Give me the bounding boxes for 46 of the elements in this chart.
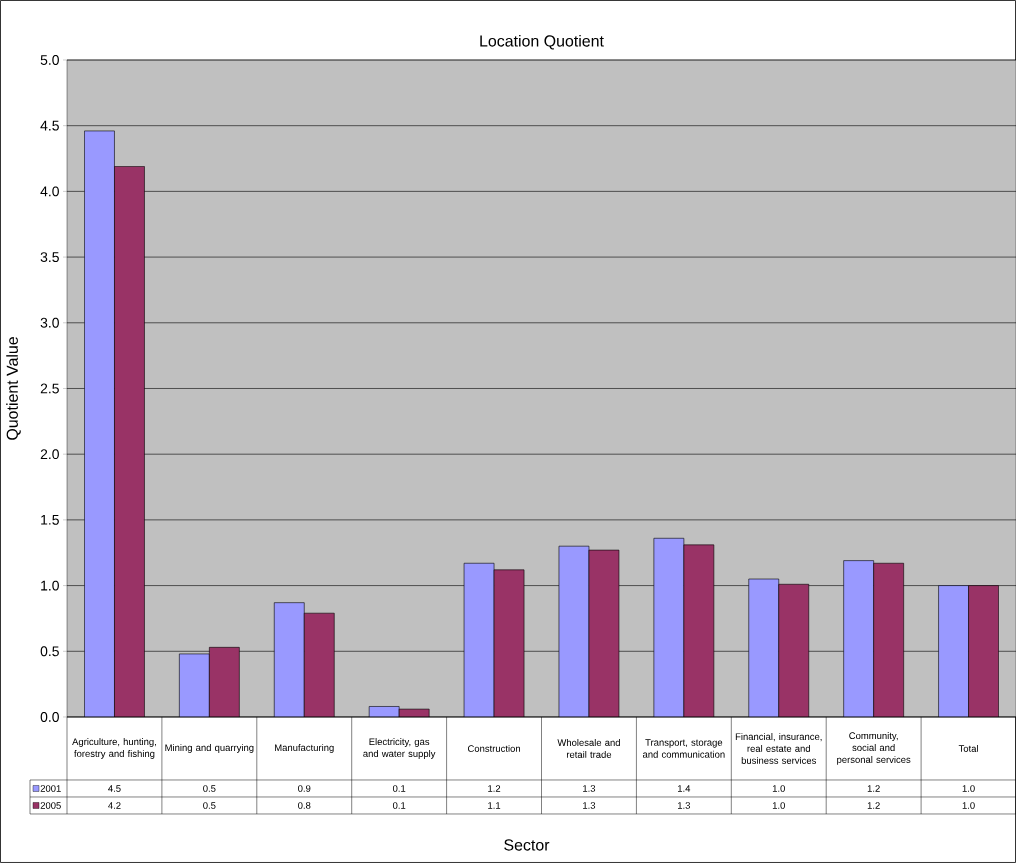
data-label: 1.2 [867,785,880,792]
y-tick-label: 5.0 [40,55,59,65]
data-label: 0.5 [203,785,216,792]
data-label: 0.1 [392,802,406,809]
x-tick-label: Electricity, gas and water supply [363,738,436,759]
y-tick-label: 3.5 [40,252,59,263]
data-label: 0.5 [203,802,216,809]
data-label: 1.0 [772,802,785,809]
data-label: 0.8 [298,802,311,809]
y-tick-label: 1.5 [41,515,59,525]
data-label: 1.2 [867,802,880,809]
y-tick-label: 4.0 [40,186,59,197]
data-label: 1.0 [962,785,975,792]
data-label: 1.3 [677,802,691,809]
y-tick-label: 1.0 [41,580,59,591]
y-tick-label: 2.0 [40,449,59,460]
x-tick-label: Mining and quarrying [165,744,254,753]
legend-label: 2001 [40,785,61,792]
data-label: 1.4 [677,785,691,792]
x-tick-label: Transport, storage and communication [642,739,725,758]
data-label: 1.3 [583,802,596,809]
y-tick-label: 3.0 [40,317,59,328]
data-label: 4.5 [108,785,121,792]
x-tick-label: Financial, insurance, real estate and business services [735,733,822,764]
x-tick-label: Total [958,745,978,752]
data-label: 1.0 [962,802,975,809]
data-label: 1.0 [772,785,785,792]
x-tick-label: Manufacturing [275,744,334,753]
chart-title: Location Quotient [480,34,604,50]
data-label: 4.2 [108,802,121,809]
x-axis-title: Sector [504,839,550,851]
y-tick-label: 0.5 [40,646,59,657]
data-label: 0.9 [298,785,311,792]
y-axis-title: Quotient Value [6,337,21,440]
x-tick-label: Agriculture, hunting, forestry and fishing [72,738,156,759]
x-tick-label: Construction [467,745,521,752]
legend-label: 2005 [40,802,61,809]
data-label: 1.2 [488,785,501,792]
data-label: 1.1 [488,802,501,809]
x-tick-label: Wholesale and retail trade [557,739,620,758]
data-label: 1.3 [583,785,596,792]
y-tick-label: 0.0 [40,712,59,722]
y-tick-label: 2.5 [40,383,59,394]
y-tick-label: 4.5 [40,120,59,131]
data-label: 0.1 [392,785,406,792]
x-tick-label: Community, social and personal services [837,732,911,765]
